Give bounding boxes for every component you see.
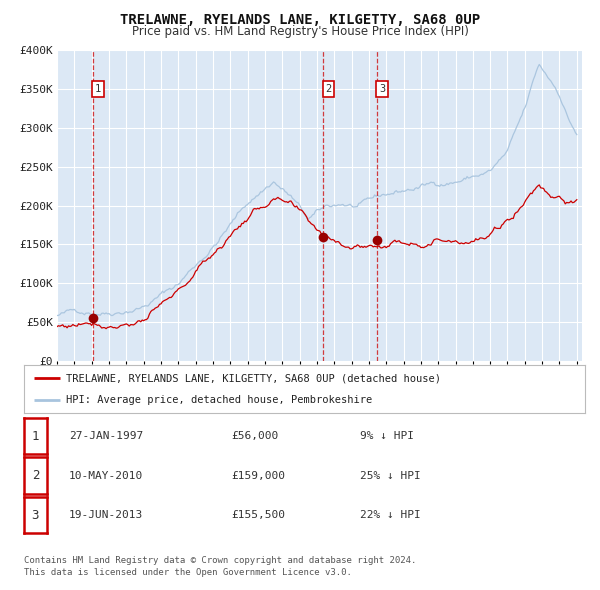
- Text: 3: 3: [32, 509, 39, 522]
- Text: 10-MAY-2010: 10-MAY-2010: [69, 471, 143, 480]
- Text: £155,500: £155,500: [231, 510, 285, 520]
- Text: 19-JUN-2013: 19-JUN-2013: [69, 510, 143, 520]
- Text: TRELAWNE, RYELANDS LANE, KILGETTY, SA68 0UP (detached house): TRELAWNE, RYELANDS LANE, KILGETTY, SA68 …: [66, 373, 441, 383]
- Text: 2: 2: [325, 84, 331, 94]
- Text: 1: 1: [32, 430, 39, 442]
- Text: £56,000: £56,000: [231, 431, 278, 441]
- Text: 3: 3: [379, 84, 385, 94]
- Text: 22% ↓ HPI: 22% ↓ HPI: [360, 510, 421, 520]
- Text: 1: 1: [95, 84, 101, 94]
- Text: 27-JAN-1997: 27-JAN-1997: [69, 431, 143, 441]
- Text: 2: 2: [32, 469, 39, 482]
- Text: 25% ↓ HPI: 25% ↓ HPI: [360, 471, 421, 480]
- Text: TRELAWNE, RYELANDS LANE, KILGETTY, SA68 0UP: TRELAWNE, RYELANDS LANE, KILGETTY, SA68 …: [120, 13, 480, 27]
- Text: 9% ↓ HPI: 9% ↓ HPI: [360, 431, 414, 441]
- Text: Contains HM Land Registry data © Crown copyright and database right 2024.: Contains HM Land Registry data © Crown c…: [24, 556, 416, 565]
- Text: Price paid vs. HM Land Registry's House Price Index (HPI): Price paid vs. HM Land Registry's House …: [131, 25, 469, 38]
- Text: £159,000: £159,000: [231, 471, 285, 480]
- Text: HPI: Average price, detached house, Pembrokeshire: HPI: Average price, detached house, Pemb…: [66, 395, 373, 405]
- Text: This data is licensed under the Open Government Licence v3.0.: This data is licensed under the Open Gov…: [24, 568, 352, 576]
